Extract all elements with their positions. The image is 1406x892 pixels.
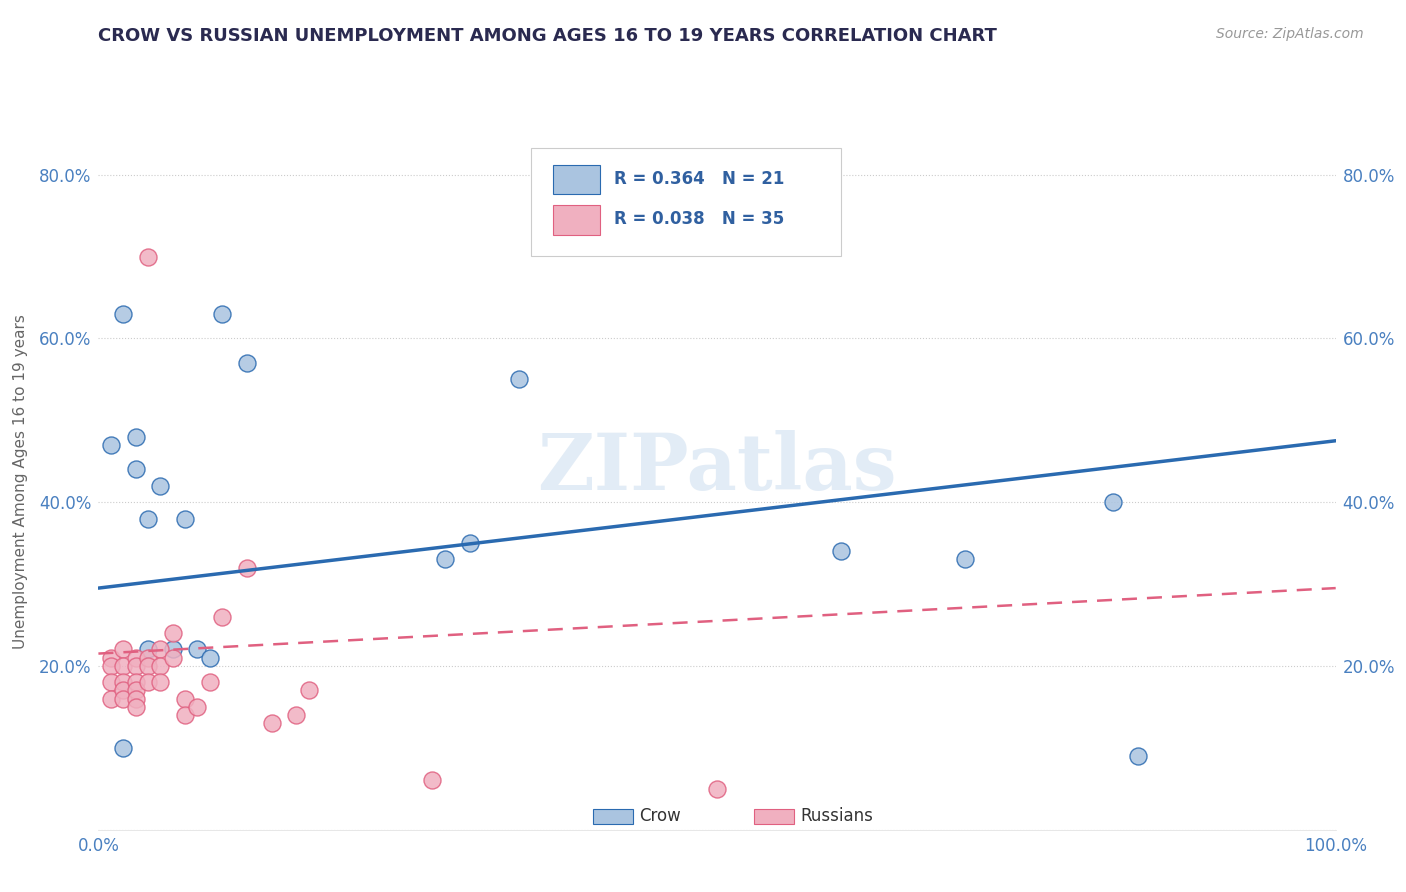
Point [260,716,283,731]
Text: Russians: Russians [800,807,873,825]
Text: CROW VS RUSSIAN UNEMPLOYMENT AMONG AGES 16 TO 19 YEARS CORRELATION CHART: CROW VS RUSSIAN UNEMPLOYMENT AMONG AGES … [98,27,997,45]
Point [1102,495,1125,509]
Text: Crow: Crow [640,807,681,825]
Point [236,560,259,574]
Point [149,642,172,657]
Text: ZIPatlas: ZIPatlas [537,430,897,506]
Point [136,511,159,525]
Point [953,552,976,566]
Point [211,307,233,321]
Point [136,658,159,673]
Point [112,307,135,321]
Point [124,699,146,714]
Point [124,650,146,665]
Y-axis label: Unemployment Among Ages 16 to 19 years: Unemployment Among Ages 16 to 19 years [13,314,28,649]
Text: Source: ZipAtlas.com: Source: ZipAtlas.com [1216,27,1364,41]
Point [112,642,135,657]
Point [186,642,208,657]
Point [198,650,221,665]
Point [174,511,197,525]
Point [136,675,159,690]
FancyBboxPatch shape [593,809,633,824]
Point [124,462,146,476]
Point [136,250,159,264]
Point [124,658,146,673]
Point [162,650,184,665]
Point [136,650,159,665]
Point [458,536,481,550]
Point [422,773,444,788]
Point [124,675,146,690]
Text: R = 0.038   N = 35: R = 0.038 N = 35 [614,211,785,228]
FancyBboxPatch shape [553,205,599,235]
Point [285,708,308,723]
Point [433,552,456,566]
Point [100,658,122,673]
Point [100,675,122,690]
Point [112,658,135,673]
Point [186,699,208,714]
Point [162,626,184,640]
Point [149,658,172,673]
Point [830,544,852,558]
Point [236,356,259,370]
Point [1126,748,1149,763]
Point [124,430,146,444]
Point [112,740,135,755]
Point [124,691,146,706]
Point [112,675,135,690]
Text: R = 0.364   N = 21: R = 0.364 N = 21 [614,170,785,188]
Point [149,675,172,690]
Point [100,650,122,665]
Point [706,781,728,796]
Point [124,683,146,698]
Point [112,683,135,698]
Point [149,479,172,493]
Point [112,691,135,706]
Point [162,642,184,657]
Point [508,372,530,386]
FancyBboxPatch shape [553,165,599,194]
Point [174,691,197,706]
Point [174,708,197,723]
Point [211,609,233,624]
Point [298,683,321,698]
Point [198,675,221,690]
Point [100,438,122,452]
FancyBboxPatch shape [531,148,841,255]
Point [100,691,122,706]
FancyBboxPatch shape [754,809,794,824]
Point [136,642,159,657]
